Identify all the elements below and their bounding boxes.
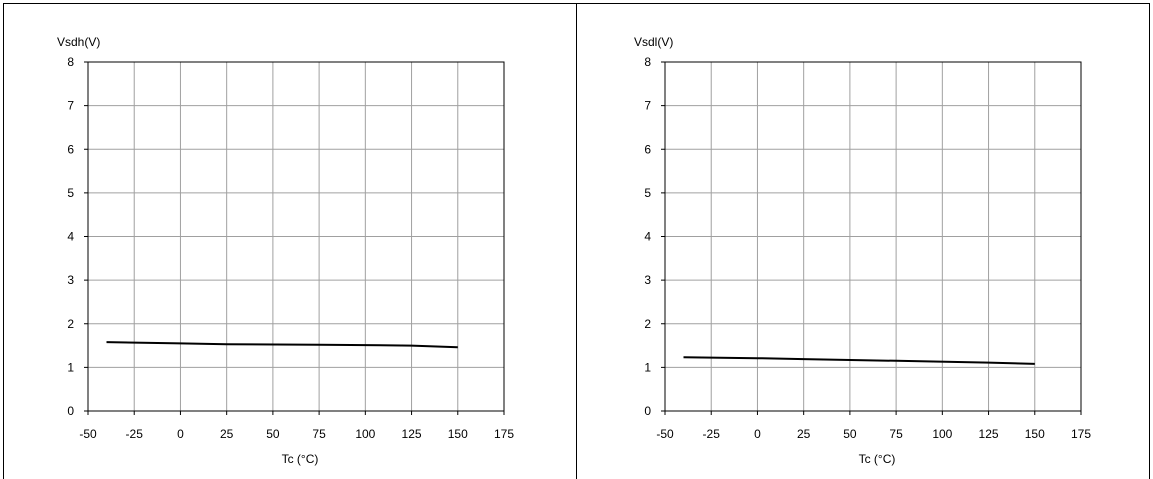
vsdl-y-axis-label: Vsdl(V) <box>634 35 673 49</box>
vsdh-x-tick-label: -25 <box>126 427 144 441</box>
vsdl-y-tick-label: 7 <box>644 99 651 113</box>
vsdl-x-tick-label: -25 <box>703 427 721 441</box>
vsdl-chart: -50 -25 0 25 50 75 100 125 150 175 0 1 2 3 4 5 6 7 8 Vsdl(… <box>634 35 1091 466</box>
vsdl-y-tick-label: 6 <box>644 142 651 156</box>
vsdh-y-tick-label: 1 <box>67 360 74 374</box>
vsdh-series <box>106 341 458 349</box>
vsdh-x-tick-label: 25 <box>220 427 234 441</box>
vsdh-x-tick-label: 100 <box>355 427 375 441</box>
vsdh-series-line <box>106 341 458 349</box>
vsdl-series <box>683 356 1035 365</box>
vsdh-grid <box>88 62 504 411</box>
vsdh-y-tick-label: 8 <box>67 55 74 69</box>
vsdh-x-tick-label: 0 <box>177 427 184 441</box>
vsdl-x-tick-label: 125 <box>979 427 999 441</box>
vsdl-tick-labels: -50 -25 0 25 50 75 100 125 150 175 0 1 2 3 4 5 6 7 8 <box>644 55 1091 441</box>
vsdh-y-tick-label: 3 <box>67 273 74 287</box>
vsdl-x-tick-label: -50 <box>656 427 674 441</box>
vsdh-tick-labels: -50 -25 0 25 50 75 100 125 150 175 0 1 2 3 4 5 6 7 8 <box>67 55 514 441</box>
vsdl-x-tick-label: 75 <box>889 427 903 441</box>
vsdl-x-tick-label: 50 <box>843 427 857 441</box>
vsdh-y-tick-label: 4 <box>67 230 74 244</box>
vsdh-y-tick-label: 2 <box>67 317 74 331</box>
vsdh-chart: -50 -25 0 25 50 75 100 125 150 175 0 1 2 3 4 5 6 7 8 Vsdh(… <box>57 35 514 466</box>
vsdh-x-tick-label: 150 <box>448 427 468 441</box>
panel-divider <box>576 3 577 479</box>
vsdl-y-tick-label: 4 <box>644 230 651 244</box>
vsdl-y-tick-label: 0 <box>644 404 651 418</box>
vsdh-x-tick-label: 75 <box>312 427 326 441</box>
vsdh-x-tick-label: -50 <box>79 427 97 441</box>
vsdl-y-tick-label: 8 <box>644 55 651 69</box>
vsdh-x-tick-label: 50 <box>266 427 280 441</box>
vsdl-grid <box>665 62 1081 411</box>
vsdl-y-tick-label: 1 <box>644 360 651 374</box>
vsdl-y-tick-label: 5 <box>644 186 651 200</box>
vsdh-y-tick-label: 5 <box>67 186 74 200</box>
vsdh-x-axis-label: Tc (°C) <box>282 452 319 466</box>
vsdh-y-tick-label: 6 <box>67 142 74 156</box>
vsdl-y-tick-label: 3 <box>644 273 651 287</box>
vsdh-x-tick-label: 175 <box>494 427 514 441</box>
vsdh-y-tick-label: 7 <box>67 99 74 113</box>
vsdl-ticks <box>661 61 1082 415</box>
vsdl-x-axis-label: Tc (°C) <box>859 452 896 466</box>
vsdl-x-tick-label: 100 <box>932 427 952 441</box>
vsdh-ticks <box>84 61 505 415</box>
vsdl-x-tick-label: 0 <box>754 427 761 441</box>
vsdh-y-tick-label: 0 <box>67 404 74 418</box>
vsdl-y-tick-label: 2 <box>644 317 651 331</box>
vsdl-x-tick-label: 175 <box>1071 427 1091 441</box>
vsdl-x-tick-label: 150 <box>1025 427 1045 441</box>
vsdl-x-tick-label: 25 <box>797 427 811 441</box>
vsdh-y-axis-label: Vsdh(V) <box>57 35 100 49</box>
vsdh-x-tick-label: 125 <box>402 427 422 441</box>
vsdl-series-line <box>683 356 1035 365</box>
